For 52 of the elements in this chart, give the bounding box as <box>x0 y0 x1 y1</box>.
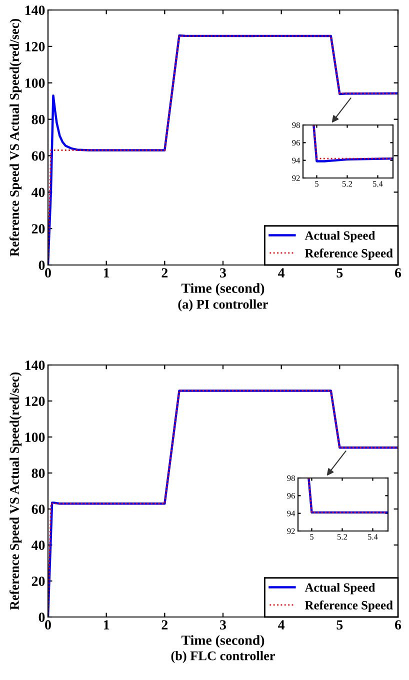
y-tick-label: 100 <box>26 78 45 88</box>
x-tick-label: 6 <box>395 268 402 278</box>
x-tick-label: 5 <box>315 181 318 187</box>
x-tick-label: 5.2 <box>338 534 347 540</box>
x-axis-title: Time (second) <box>181 635 264 648</box>
y-tick-label: 94 <box>292 158 300 164</box>
y-tick-label: 20 <box>32 576 45 586</box>
y-tick-label: 140 <box>26 6 45 15</box>
x-tick-label: 4 <box>278 620 285 630</box>
y-tick-label: 40 <box>32 188 45 198</box>
x-tick-label: 6 <box>395 620 402 630</box>
y-tick-label: 98 <box>287 475 295 481</box>
legend-label: Reference Speed <box>304 600 393 612</box>
x-tick-label: 4 <box>278 268 285 278</box>
legend-label: Actual Speed <box>304 230 376 242</box>
x-tick-label: 5.4 <box>373 181 383 187</box>
y-tick-label: 0 <box>38 260 45 270</box>
x-tick-label: 1 <box>104 268 110 278</box>
y-tick-label: 96 <box>287 493 295 499</box>
y-tick-label: 20 <box>32 224 45 234</box>
y-tick-label: 94 <box>287 510 296 516</box>
x-tick-label: 5.4 <box>368 534 378 540</box>
y-tick-label: 92 <box>287 528 295 534</box>
y-tick-label: 98 <box>292 122 300 128</box>
legend-label: Actual Speed <box>304 582 376 594</box>
y-tick-label: 60 <box>32 504 45 514</box>
y-tick-label: 120 <box>26 396 45 406</box>
x-tick-label: 3 <box>220 268 226 278</box>
y-tick-label: 40 <box>32 540 45 550</box>
y-tick-label: 80 <box>32 468 45 478</box>
x-tick-label: 2 <box>162 620 168 630</box>
x-tick-label: 5 <box>310 534 314 540</box>
text: (b) FLC controller <box>171 651 275 663</box>
y-tick-label: 92 <box>292 175 300 181</box>
y-tick-label: 96 <box>292 140 300 146</box>
y-axis-title: Reference Speed VS Actual Speed(red/sec) <box>10 18 22 256</box>
y-tick-label: 60 <box>32 151 45 161</box>
y-tick-label: 140 <box>26 360 45 370</box>
x-tick-label: 5 <box>336 268 343 278</box>
y-tick-label: 100 <box>26 432 45 442</box>
x-tick-label: 5.2 <box>342 181 352 187</box>
y-axis-title: Reference Speed VS Actual Speed(red/sec) <box>10 372 22 610</box>
x-tick-label: 3 <box>220 620 226 630</box>
text: (a) PI controller <box>178 299 268 312</box>
x-tick-label: 2 <box>162 268 168 278</box>
y-tick-label: 120 <box>26 42 45 52</box>
y-tick-label: 0 <box>38 612 45 622</box>
x-tick-label: 5 <box>336 620 343 630</box>
y-tick-label: 80 <box>32 114 45 124</box>
legend-label: Reference Speed <box>304 248 393 260</box>
x-tick-label: 1 <box>104 620 110 630</box>
x-axis-title: Time (second) <box>181 283 264 296</box>
